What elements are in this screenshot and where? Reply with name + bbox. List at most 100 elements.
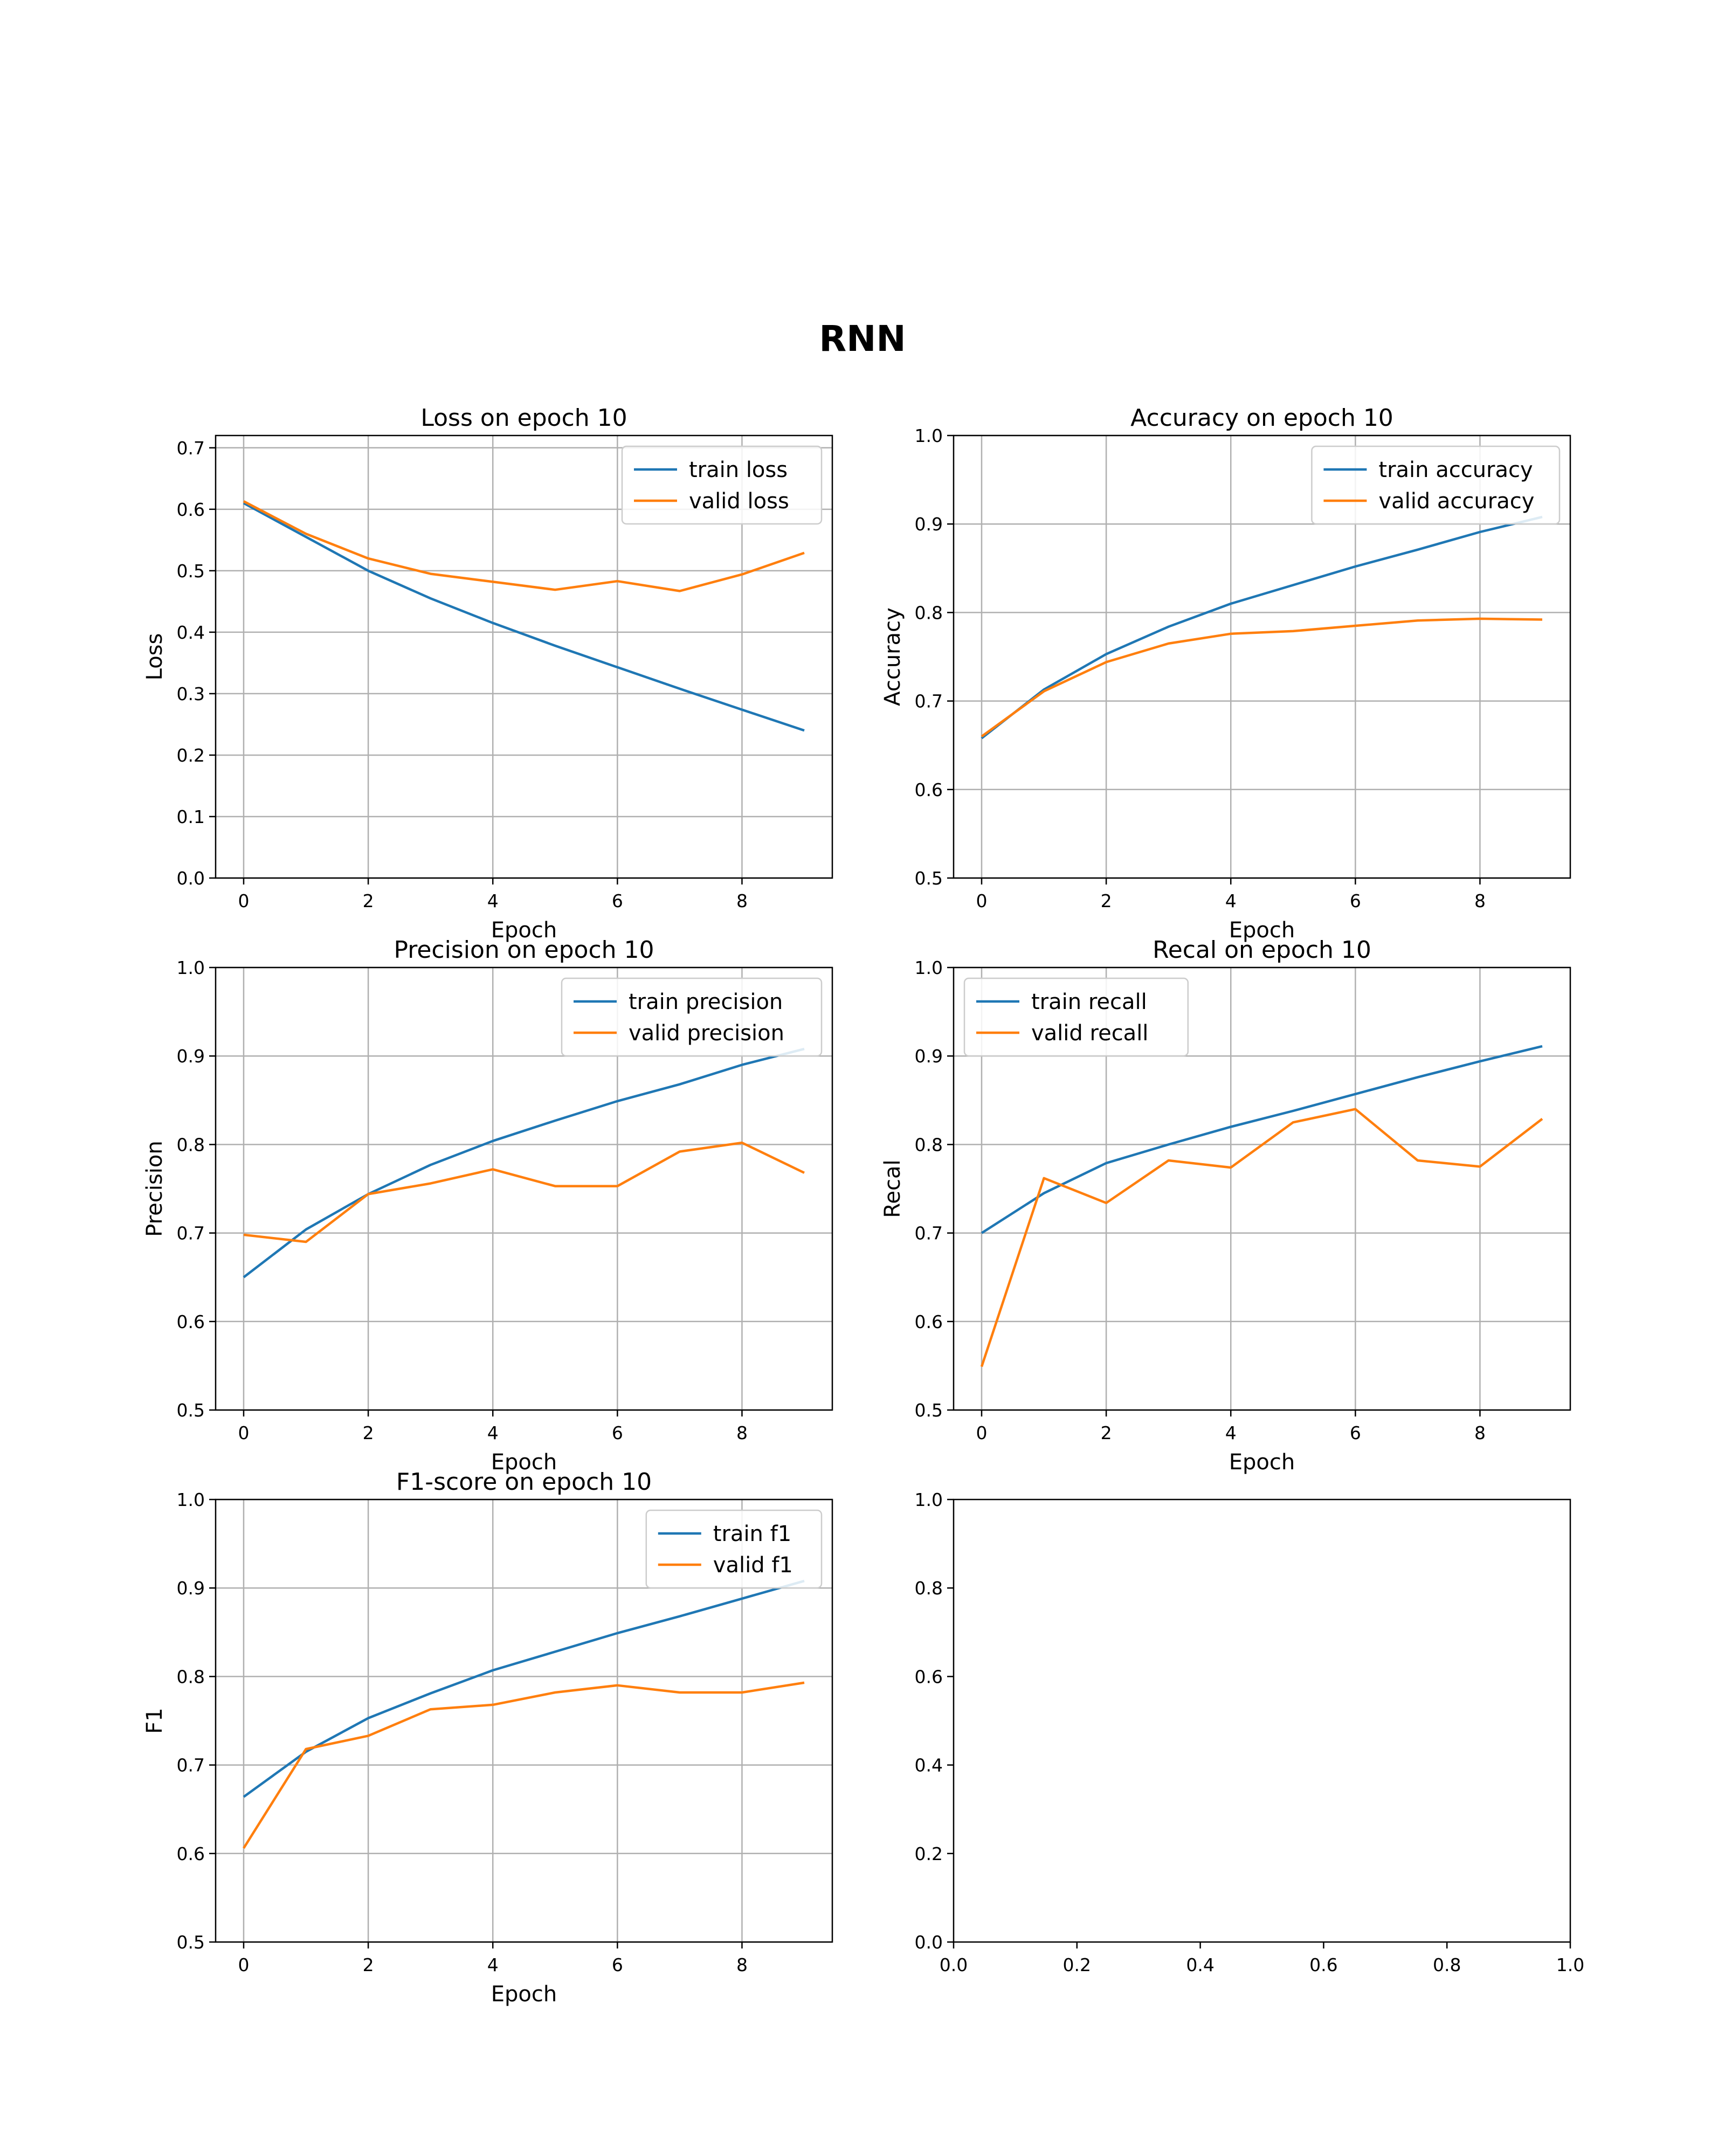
series-line-train-precision — [243, 1047, 805, 1279]
x-tick-label: 0.0 — [940, 1954, 968, 1975]
subplot-5: 0 2 4 6 8 0.5 0.6 0.7 0.8 0.9 1.0 F1-score on epoch… — [142, 1468, 833, 2007]
y-tick-label: 0.5 — [177, 1400, 205, 1421]
legend-label: train f1 — [713, 1522, 791, 1546]
axes-frame — [953, 1498, 1571, 1943]
x-tick-label: 8 — [736, 1422, 748, 1443]
y-tick-label: 0.8 — [177, 1134, 205, 1155]
series-line-valid-accuracy — [981, 617, 1543, 738]
x-tick-label: 2 — [363, 1954, 374, 1975]
x-tick-label: 4 — [487, 1954, 499, 1975]
y-tick-label: 0.0 — [177, 868, 205, 889]
x-axis-label: Epoch — [1229, 918, 1295, 943]
series-line-valid-f1 — [243, 1681, 805, 1849]
y-tick-label: 0.6 — [915, 1311, 943, 1332]
y-tick-label: 1.0 — [915, 425, 943, 446]
x-tick-label: 0.6 — [1309, 1954, 1337, 1975]
x-axis-label: Epoch — [491, 1982, 557, 2007]
y-tick-label: 0.1 — [177, 806, 205, 827]
x-tick-label: 8 — [736, 890, 748, 911]
legend: train recall valid recall — [963, 977, 1189, 1057]
legend-label: valid recall — [1031, 1021, 1148, 1046]
series-line-valid-recall — [980, 1108, 1543, 1367]
y-tick-label: 0.8 — [177, 1666, 205, 1687]
x-tick-label: 6 — [612, 890, 623, 911]
y-tick-label: 0.9 — [177, 1578, 205, 1599]
y-tick-label: 0.7 — [177, 1223, 205, 1244]
y-tick-label: 0.7 — [177, 1755, 205, 1776]
x-tick-label: 6 — [1350, 890, 1361, 911]
x-tick-label: 0 — [976, 890, 988, 911]
x-tick-label: 2 — [363, 890, 374, 911]
legend: train precision valid precision — [561, 977, 823, 1057]
axes-frame — [953, 434, 1571, 879]
x-tick-label: 4 — [487, 890, 499, 911]
y-tick-label: 0.0 — [915, 1932, 943, 1953]
x-axis-label: Epoch — [1229, 1450, 1295, 1475]
chart-title: F1-score on epoch 10 — [396, 1468, 652, 1496]
x-axis-label: Epoch — [491, 1450, 557, 1475]
x-tick-label: 2 — [363, 1422, 374, 1443]
legend-box — [561, 977, 823, 1057]
legend-label: train precision — [629, 990, 783, 1014]
y-tick-label: 0.6 — [177, 1311, 205, 1332]
x-tick-label: 6 — [1350, 1422, 1361, 1443]
x-tick-label: 4 — [1225, 1422, 1237, 1443]
series-line-train-recall — [981, 1045, 1543, 1234]
y-axis-label: Precision — [142, 1141, 167, 1236]
y-tick-label: 0.3 — [177, 683, 205, 704]
axes-frame — [953, 966, 1571, 1411]
legend-label: valid f1 — [713, 1553, 793, 1578]
x-tick-label: 0 — [238, 890, 250, 911]
x-tick-label: 2 — [1101, 890, 1112, 911]
legend-box — [645, 1509, 823, 1589]
legend-label: valid precision — [629, 1021, 784, 1046]
subplot-4: 0 2 4 6 8 0.5 0.6 0.7 0.8 0.9 1.0 Recal on epoch 10… — [880, 936, 1571, 1475]
y-tick-label: 0.8 — [915, 1134, 943, 1155]
x-tick-label: 6 — [612, 1954, 623, 1975]
y-tick-label: 0.9 — [915, 514, 943, 535]
series-line-train-f1 — [243, 1579, 805, 1798]
y-axis-label: Recal — [880, 1159, 905, 1218]
y-tick-label: 0.9 — [915, 1046, 943, 1067]
y-tick-label: 1.0 — [915, 957, 943, 978]
x-tick-label: 0.2 — [1063, 1954, 1091, 1975]
x-tick-label: 8 — [1474, 1422, 1486, 1443]
y-tick-label: 0.7 — [915, 1223, 943, 1244]
y-tick-label: 1.0 — [915, 1489, 943, 1510]
x-tick-label: 6 — [612, 1422, 623, 1443]
y-tick-label: 1.0 — [177, 957, 205, 978]
y-tick-label: 0.5 — [177, 561, 205, 582]
legend: train accuracy valid accuracy — [1311, 445, 1561, 525]
chart-title: Recal on epoch 10 — [1153, 936, 1371, 964]
y-tick-label: 0.6 — [177, 1843, 205, 1864]
y-axis-label: Accuracy — [880, 607, 905, 706]
figure-title: RNN — [819, 318, 906, 360]
series-line-valid-precision — [243, 1141, 805, 1243]
x-tick-label: 1.0 — [1556, 1954, 1584, 1975]
x-tick-label: 2 — [1101, 1422, 1112, 1443]
chart-title: Loss on epoch 10 — [420, 404, 627, 432]
legend-label: train accuracy — [1378, 458, 1533, 482]
subplot-1: 0 2 4 6 8 0.0 0.1 0.2 0.3 0.4 0.5 0.6 0.7 Loss on epo… — [142, 404, 833, 943]
x-tick-label: 0 — [238, 1954, 250, 1975]
legend-box — [621, 445, 823, 525]
subplot-2: 0 2 4 6 8 0.5 0.6 0.7 0.8 0.9 1.0 Accuracy on epoch… — [880, 404, 1571, 943]
y-tick-label: 0.6 — [915, 779, 943, 800]
legend-label: valid loss — [689, 489, 789, 514]
series-line-train-loss — [243, 502, 805, 732]
x-tick-label: 8 — [736, 1954, 748, 1975]
y-tick-label: 0.6 — [177, 499, 205, 520]
x-tick-label: 4 — [487, 1422, 499, 1443]
y-tick-label: 0.2 — [177, 745, 205, 766]
y-tick-label: 0.8 — [915, 1578, 943, 1599]
y-tick-label: 0.7 — [915, 691, 943, 712]
legend-box — [963, 977, 1189, 1057]
x-tick-label: 0.8 — [1433, 1954, 1461, 1975]
x-tick-label: 0.4 — [1186, 1954, 1214, 1975]
y-tick-label: 0.5 — [915, 868, 943, 889]
series-line-train-accuracy — [981, 515, 1543, 740]
y-axis-label: F1 — [142, 1708, 167, 1733]
x-tick-label: 0 — [238, 1422, 250, 1443]
legend: train loss valid loss — [621, 445, 823, 525]
